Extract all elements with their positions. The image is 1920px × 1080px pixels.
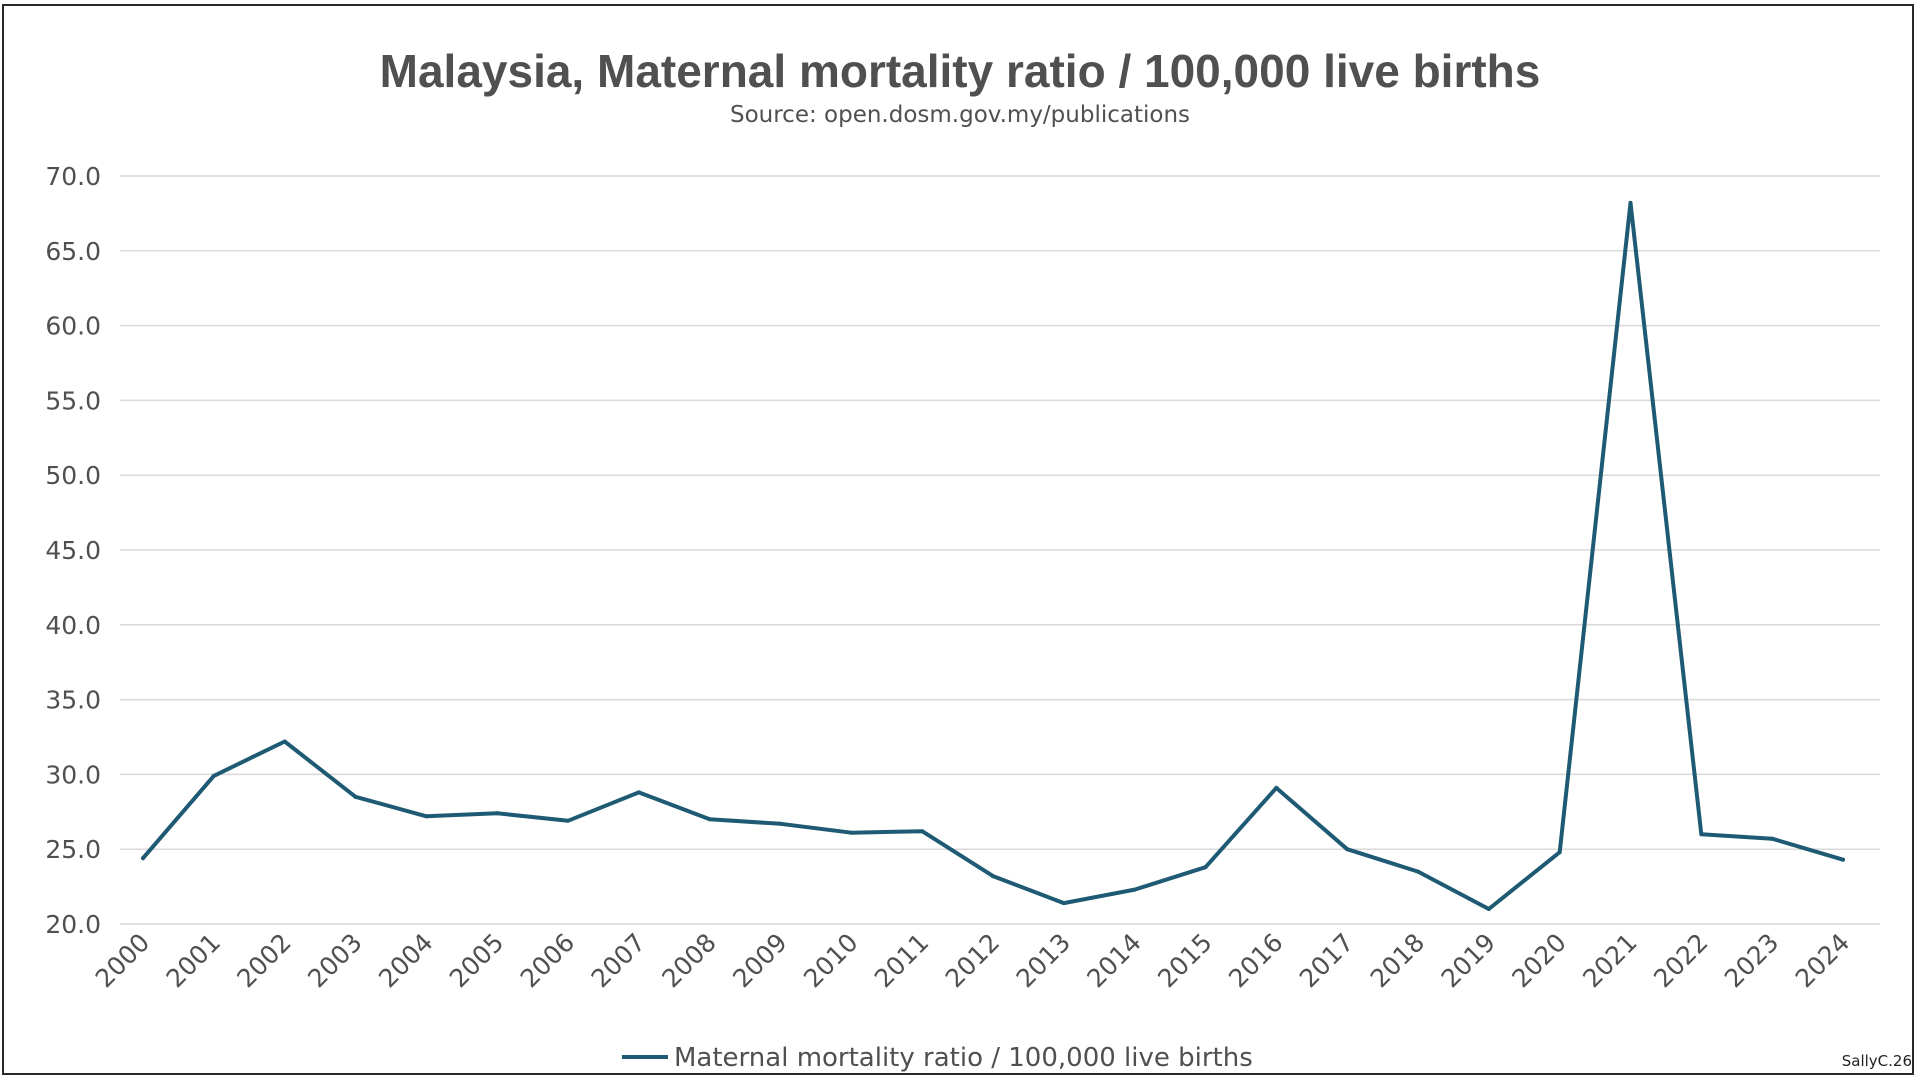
x-tick-label: 2007 [586, 928, 651, 993]
y-tick-label: 20.0 [45, 910, 101, 939]
y-tick-label: 55.0 [45, 386, 101, 415]
data-point [1274, 785, 1279, 790]
x-tick-label: 2017 [1294, 928, 1359, 993]
y-tick-label: 45.0 [45, 536, 101, 565]
x-tick-label: 2015 [1152, 928, 1217, 993]
data-point [1699, 832, 1704, 837]
data-point [424, 814, 429, 819]
series-group [141, 200, 1845, 912]
y-tick-label: 30.0 [45, 760, 101, 789]
data-point [211, 773, 216, 778]
data-point [1132, 887, 1137, 892]
x-tick-label: 2016 [1223, 928, 1288, 993]
y-tick-label: 35.0 [45, 686, 101, 715]
data-point [353, 794, 358, 799]
x-axis-ticks: 2000 2001 2002 2003 2004 2005 2006 2007 2008 2009… [90, 928, 1855, 993]
y-tick-label: 65.0 [45, 237, 101, 266]
x-tick-label: 2012 [940, 928, 1005, 993]
x-tick-label: 2020 [1506, 928, 1571, 993]
y-tick-label: 40.0 [45, 611, 101, 640]
data-point [1061, 901, 1066, 906]
x-tick-label: 2014 [1081, 928, 1146, 993]
y-tick-label: 50.0 [45, 461, 101, 490]
data-point [282, 739, 287, 744]
data-point [1628, 200, 1633, 205]
x-tick-label: 2005 [444, 928, 509, 993]
x-tick-label: 2002 [231, 928, 296, 993]
x-tick-label: 2022 [1648, 928, 1713, 993]
data-point [1416, 869, 1420, 874]
y-tick-label: 25.0 [45, 835, 101, 864]
x-tick-label: 2018 [1365, 928, 1430, 993]
legend: Maternal mortality ratio / 100,000 live … [622, 1043, 1253, 1073]
y-axis-ticks: 20.0 25.0 30.0 35.0 40.0 45.0 50.0 55.0 60.0 65.0… [45, 162, 101, 939]
y-tick-label: 60.0 [45, 312, 101, 341]
x-tick-label: 2024 [1790, 928, 1855, 993]
data-point [920, 829, 925, 834]
data-point [991, 874, 995, 879]
chart-title: Malaysia, Maternal mortality ratio / 100… [379, 45, 1541, 97]
x-tick-label: 2010 [798, 928, 863, 993]
x-tick-label: 2009 [727, 928, 792, 993]
x-tick-label: 2011 [869, 928, 934, 993]
x-tick-label: 2019 [1436, 928, 1501, 993]
data-point [707, 817, 712, 822]
data-point [1486, 907, 1491, 912]
data-point [1203, 865, 1208, 870]
chart-subtitle: Source: open.dosm.gov.my/publications [729, 102, 1191, 128]
data-point [849, 830, 854, 835]
series-line [141, 200, 1845, 911]
x-tick-label: 2004 [373, 928, 438, 993]
data-point [1770, 836, 1775, 841]
legend-label: Maternal mortality ratio / 100,000 live … [674, 1043, 1253, 1073]
x-tick-label: 2023 [1719, 928, 1784, 993]
data-point [636, 790, 641, 795]
y-tick-label: 70.0 [45, 162, 101, 191]
data-point [141, 856, 145, 861]
data-point [1557, 850, 1562, 855]
data-point [495, 811, 500, 816]
x-tick-label: 2008 [656, 928, 721, 993]
x-tick-label: 2006 [515, 928, 580, 993]
watermark: SallyC.26 [1841, 1052, 1912, 1070]
x-tick-label: 2003 [302, 928, 367, 993]
x-tick-label: 2021 [1577, 928, 1642, 993]
x-tick-label: 2013 [1011, 928, 1076, 993]
data-point [1841, 857, 1845, 862]
data-point [778, 821, 783, 826]
data-point [566, 818, 570, 823]
gridlines [120, 175, 1880, 925]
data-point [1345, 847, 1350, 852]
x-tick-label: 2001 [161, 928, 226, 993]
